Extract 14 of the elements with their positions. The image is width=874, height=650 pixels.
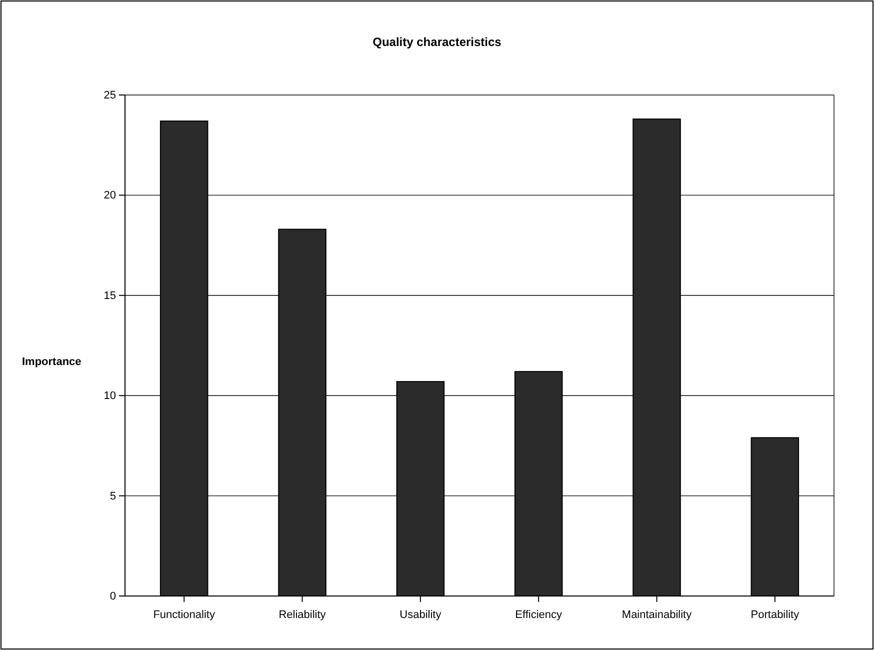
chart-title: Quality characteristics xyxy=(372,35,502,49)
y-tick-label: 5 xyxy=(110,490,116,502)
y-tick-label: 25 xyxy=(104,90,116,102)
y-tick-label: 15 xyxy=(104,290,116,302)
x-tick-label: Efficiency xyxy=(515,609,563,622)
x-tick-label: Reliability xyxy=(278,609,326,622)
x-tick-label: Functionality xyxy=(153,609,216,622)
y-tick-label: 20 xyxy=(104,190,116,202)
x-tick-label: Usability xyxy=(400,609,442,622)
x-tick-label: Maintainability xyxy=(622,609,692,622)
y-tick-label: 0 xyxy=(110,590,116,603)
x-tick-label: Portability xyxy=(750,609,800,622)
y-tick-label: 10 xyxy=(104,390,116,402)
y-axis-title: Importance xyxy=(22,356,82,368)
